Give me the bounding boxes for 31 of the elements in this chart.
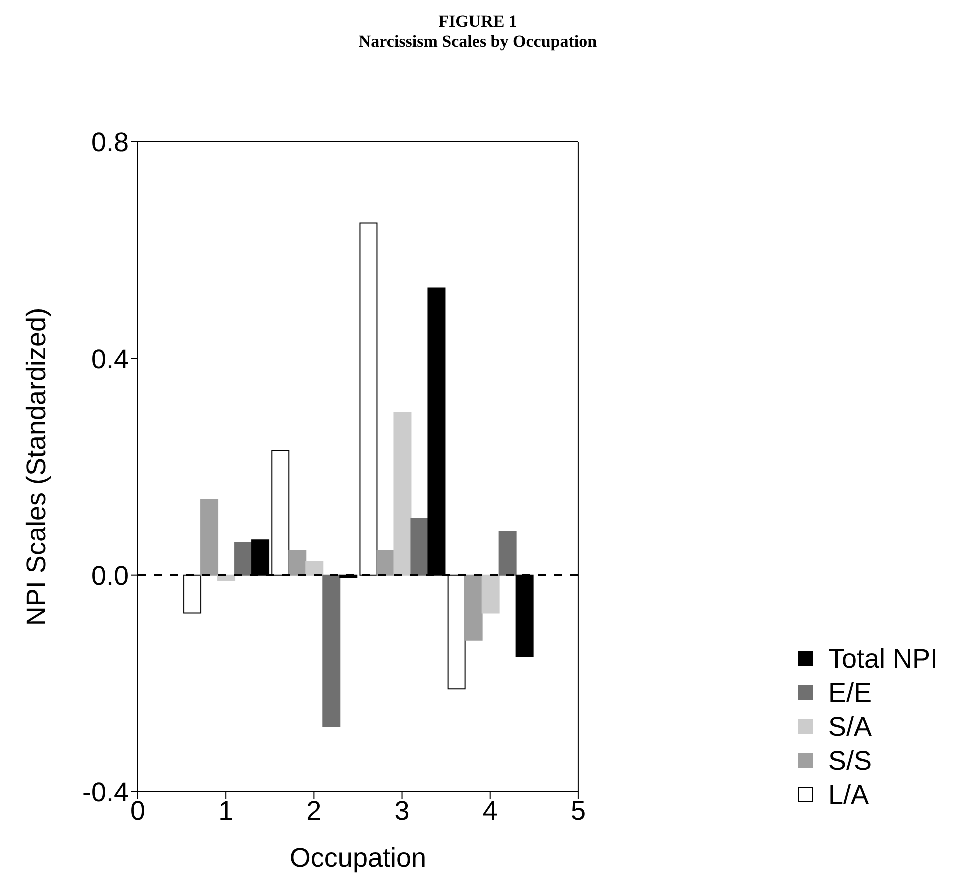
x-tick-label: 5 bbox=[570, 796, 586, 826]
legend-label: E/E bbox=[828, 678, 872, 708]
bar bbox=[394, 412, 412, 576]
bar bbox=[322, 574, 341, 728]
y-tick-label: 0.8 bbox=[91, 128, 129, 158]
legend-label: S/S bbox=[828, 746, 872, 776]
bar bbox=[218, 574, 236, 582]
bar bbox=[288, 550, 307, 576]
x-tick-label: 2 bbox=[306, 796, 322, 826]
legend-label: Total NPI bbox=[828, 644, 938, 674]
bar bbox=[464, 574, 483, 641]
bar bbox=[482, 574, 500, 614]
bar bbox=[376, 550, 395, 576]
x-tick-label: 1 bbox=[218, 796, 234, 826]
y-tick-label: 0.0 bbox=[91, 560, 129, 591]
bar bbox=[306, 561, 324, 576]
bar bbox=[200, 499, 219, 576]
y-tick-label: 0.4 bbox=[91, 344, 129, 374]
bar bbox=[410, 518, 429, 576]
legend-label: S/A bbox=[828, 712, 872, 742]
x-tick-label: 0 bbox=[130, 796, 146, 826]
bar bbox=[498, 532, 517, 576]
y-axis-title: NPI Scales (Standardized) bbox=[22, 308, 52, 626]
x-tick-label: 3 bbox=[394, 796, 410, 826]
chart-subtitle: Narcissism Scales by Occupation bbox=[358, 32, 598, 52]
y-tick-label: -0.4 bbox=[82, 778, 129, 808]
bar bbox=[234, 542, 253, 576]
legend-label: L/A bbox=[828, 780, 869, 810]
x-axis-title: Occupation bbox=[290, 843, 427, 873]
x-tick-label: 4 bbox=[482, 796, 498, 826]
chart-title: FIGURE 1 bbox=[438, 12, 518, 32]
